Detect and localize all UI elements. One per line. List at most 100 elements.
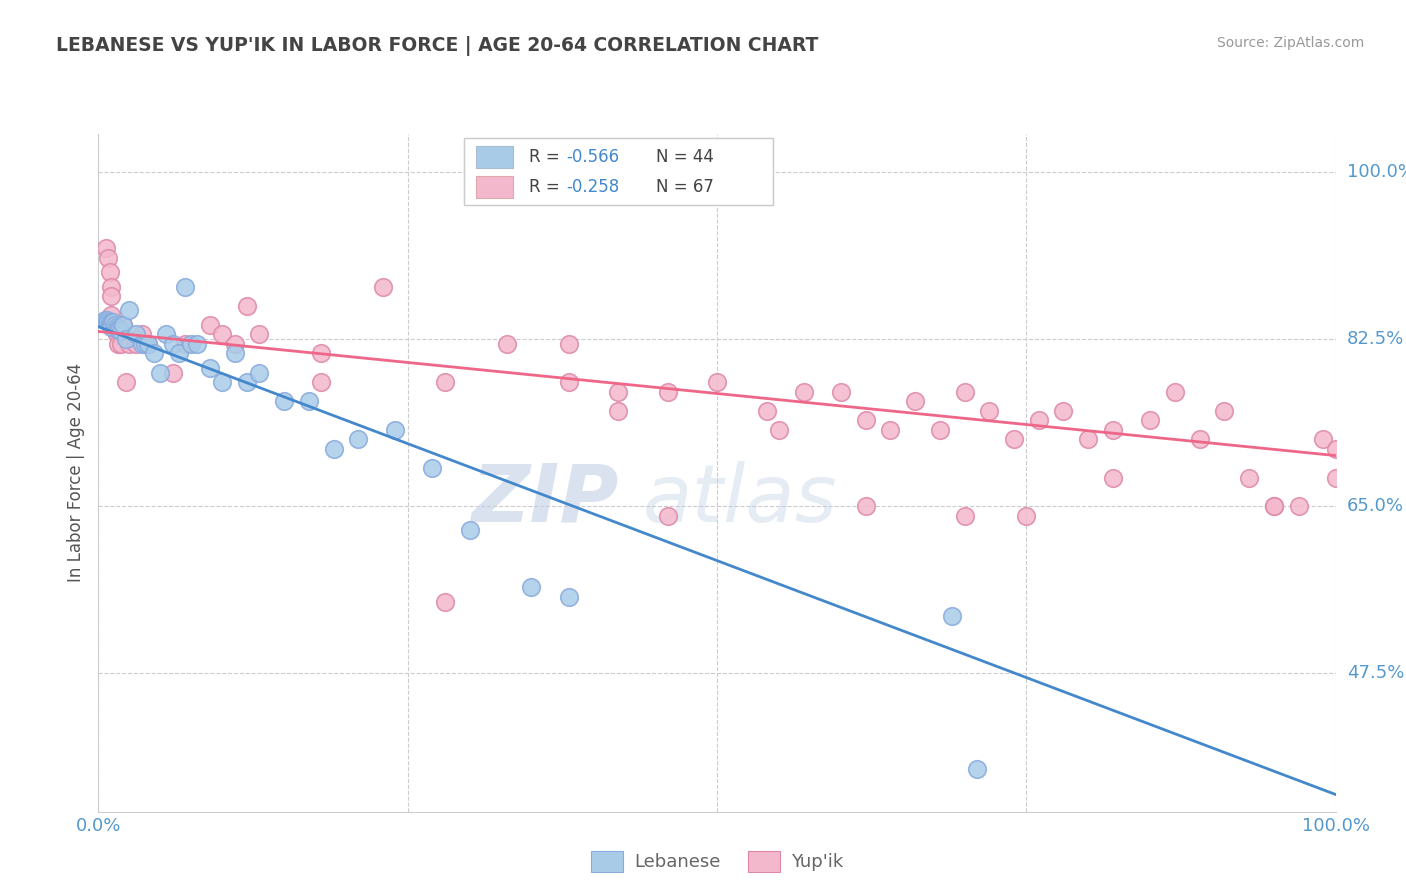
Point [928,423,950,437]
Point [100,317,122,331]
Point [114,375,136,389]
Point [768,423,790,437]
Point [112,318,135,332]
Point [110,325,132,339]
Text: R =: R = [529,178,565,196]
Point [100,319,122,334]
Point [180,336,202,351]
Point [97,251,120,265]
Point [103,315,125,329]
Point [174,279,197,293]
Point [1288,499,1310,513]
Text: 47.5%: 47.5% [1347,665,1405,682]
Point [136,336,159,351]
Point [167,346,190,360]
Point [1164,384,1187,399]
Point [136,336,159,351]
Point [520,580,543,594]
Point [224,336,246,351]
Point [105,319,128,334]
Text: N = 67: N = 67 [655,178,714,196]
Point [657,508,679,523]
Point [103,318,125,332]
Point [131,327,153,342]
Point [322,442,344,456]
Point [93,313,115,327]
Point [953,508,976,523]
Point [98,265,121,279]
Point [103,318,125,332]
Point [433,595,456,609]
Point [1237,470,1260,484]
Point [1015,508,1038,523]
Point [953,384,976,399]
Point [211,375,233,389]
Point [1213,403,1236,417]
Point [557,375,579,389]
Text: R =: R = [529,148,565,166]
Point [174,336,197,351]
Point [657,384,679,399]
FancyBboxPatch shape [477,177,513,199]
Point [371,279,394,293]
FancyBboxPatch shape [477,145,513,168]
Legend: Lebanese, Yup'ik: Lebanese, Yup'ik [582,842,852,880]
Point [607,384,630,399]
Point [107,336,129,351]
Point [1312,433,1334,447]
Point [1002,433,1025,447]
Point [706,375,728,389]
Point [105,327,128,342]
Point [1263,499,1285,513]
Point [793,384,815,399]
Point [557,336,579,351]
Point [236,375,259,389]
Point [855,413,877,427]
Text: -0.566: -0.566 [567,148,619,166]
Point [131,336,153,351]
Point [347,433,370,447]
Point [134,336,156,351]
Point [224,346,246,360]
Point [149,366,172,380]
Point [143,346,166,360]
Point [904,394,927,409]
Point [298,394,321,409]
Point [979,403,1001,417]
Point [1139,413,1161,427]
Point [103,322,125,336]
Point [879,423,901,437]
Point [966,762,988,776]
Point [98,316,121,330]
Point [186,336,208,351]
Point [1028,413,1050,427]
Text: ZIP: ZIP [471,461,619,539]
Point [107,321,129,335]
Point [118,303,141,318]
Point [607,403,630,417]
Text: 65.0%: 65.0% [1347,497,1403,516]
Point [124,336,146,351]
Text: -0.258: -0.258 [567,178,619,196]
Point [124,327,146,342]
Point [1324,470,1347,484]
Text: 82.5%: 82.5% [1347,330,1405,348]
Point [97,315,120,329]
Point [198,360,221,375]
Point [236,299,259,313]
Text: LEBANESE VS YUP'IK IN LABOR FORCE | AGE 20-64 CORRELATION CHART: LEBANESE VS YUP'IK IN LABOR FORCE | AGE … [56,36,818,55]
Y-axis label: In Labor Force | Age 20-64: In Labor Force | Age 20-64 [66,363,84,582]
Point [830,384,852,399]
Point [100,279,122,293]
Point [100,318,122,332]
Point [422,461,444,475]
Point [855,499,877,513]
Point [211,327,233,342]
Point [433,375,456,389]
Point [309,346,332,360]
Text: 100.0%: 100.0% [1347,163,1406,181]
Point [557,590,579,604]
Point [162,366,184,380]
Point [118,336,141,351]
Point [1102,470,1125,484]
